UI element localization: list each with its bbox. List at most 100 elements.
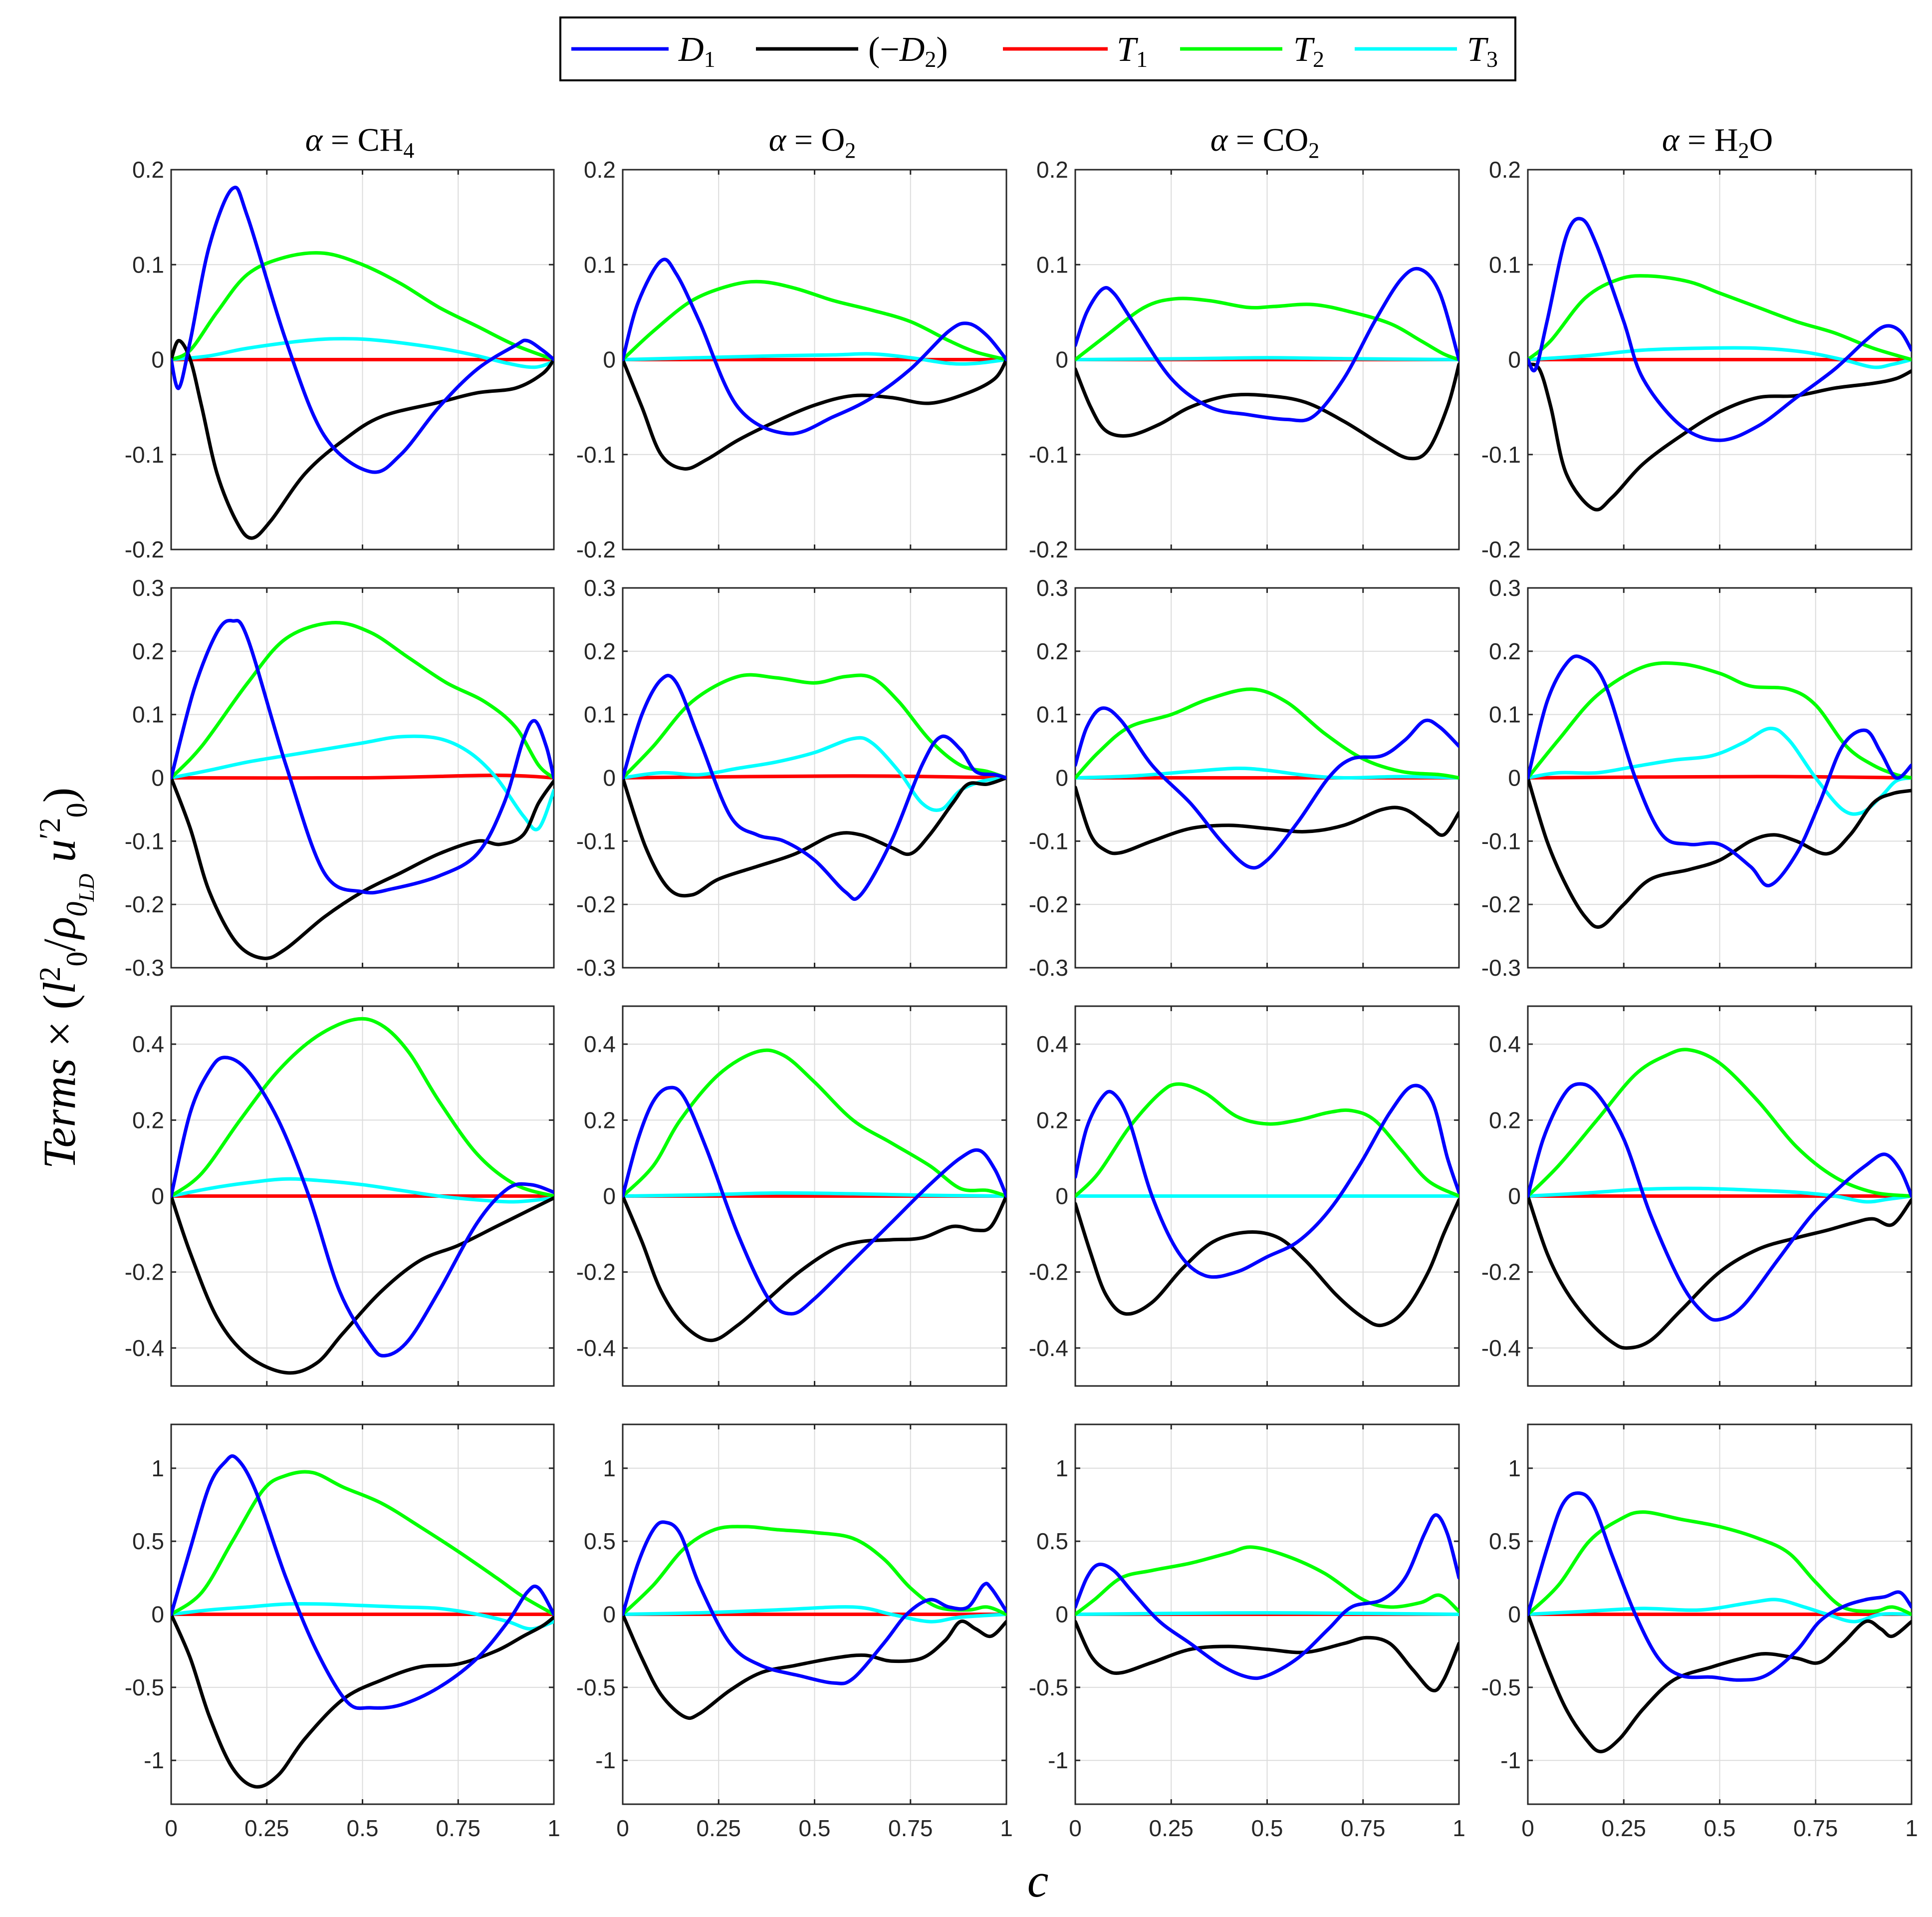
series-t3: [1528, 1598, 1912, 1624]
series-t1: [623, 774, 1006, 780]
x-tick-label: 0.75: [888, 1815, 933, 1841]
series-t2: [171, 1470, 554, 1616]
series-group: [623, 673, 1006, 901]
x-tick-label: 0: [1069, 1815, 1082, 1841]
x-tick-label: 1: [1905, 1815, 1918, 1841]
y-tick-label: -0.2: [1481, 537, 1521, 562]
x-tick-label: 0: [165, 1815, 178, 1841]
x-tick-label: 1: [1000, 1815, 1013, 1841]
panel-r2-c3: 0.3 0.2 0.1 0 -0.1 -0.2 -0.3: [1029, 575, 1460, 981]
x-axis-label: c: [1027, 1854, 1049, 1907]
y-tick-label: -0.1: [1481, 828, 1521, 854]
series-t3: [1528, 346, 1912, 369]
series-t2: [1075, 296, 1459, 361]
x-tick-label: 0: [616, 1815, 629, 1841]
y-tick-label: -1: [144, 1747, 164, 1773]
y-tick-label: 0.1: [1036, 702, 1068, 728]
y-tick-label: 0: [603, 1602, 616, 1628]
y-tick-label: -1: [1048, 1747, 1068, 1773]
y-tick-label: -0.4: [1029, 1335, 1068, 1361]
panel-r1-c3: 0.2 0.1 0 -0.1 -0.2: [1029, 157, 1460, 562]
y-tick-label: -0.2: [125, 1259, 164, 1285]
y-tick-label: -0.3: [1481, 955, 1521, 981]
col-title-h2o: α = H2O: [1662, 122, 1773, 163]
series-d1: [1528, 1491, 1912, 1682]
y-tick-label: -0.1: [576, 442, 616, 468]
y-tick-label: 0.2: [1489, 1107, 1521, 1133]
y-tick-label: 0.1: [1036, 252, 1068, 277]
y-tick-label: -0.2: [125, 537, 164, 562]
series-group: [623, 1520, 1006, 1720]
x-tick-label: 0.5: [799, 1815, 831, 1841]
series-d2: [623, 358, 1006, 471]
y-tick-label: 0: [151, 347, 164, 373]
series-d2: [1075, 1198, 1459, 1328]
series-t2: [1528, 661, 1912, 780]
series-d2: [1528, 362, 1912, 512]
series-d2: [1528, 1613, 1912, 1754]
y-tick-label: 0.1: [132, 252, 164, 277]
y-tick-label: 0.5: [584, 1528, 616, 1554]
series-d1: [1075, 267, 1459, 423]
y-tick-label: 0: [1508, 347, 1521, 373]
series-group: [171, 1454, 554, 1789]
y-tick-label: 0.5: [1036, 1528, 1068, 1554]
series-d2: [1075, 786, 1459, 855]
y-tick-label: -1: [595, 1747, 616, 1773]
y-tick-label: 0.5: [132, 1528, 164, 1554]
y-tick-label: 0: [151, 1183, 164, 1209]
series-t2: [1528, 1510, 1912, 1616]
y-tick-label: -1: [1500, 1747, 1521, 1773]
series-group: [1528, 654, 1912, 929]
y-axis-label: Terms × (l20/ρ0LD u′20): [33, 788, 99, 1169]
y-tick-label: -0.2: [576, 891, 616, 917]
y-tick-label: 0.2: [584, 638, 616, 664]
series-t2: [1528, 1048, 1912, 1198]
panel-r4-c3: 1 0.5 0 -0.5 -1 0 0.25 0.5 0.75 1: [1029, 1423, 1465, 1841]
y-tick-label: 0.2: [1489, 638, 1521, 664]
y-tick-label: 1: [603, 1455, 616, 1481]
series-d2: [1075, 362, 1459, 461]
y-tick-label: -0.2: [1029, 537, 1068, 562]
series-d1: [623, 1086, 1006, 1316]
y-tick-label: -0.3: [1029, 955, 1068, 981]
legend: D1 (−D2) T1 T2 T3: [559, 16, 1516, 81]
y-tick-label: -0.1: [1029, 828, 1068, 854]
y-tick-label: 0.3: [584, 575, 616, 601]
series-t3: [171, 734, 554, 831]
y-tick-label: 0.5: [1489, 1528, 1521, 1554]
series-d2: [1528, 776, 1912, 929]
series-t1: [171, 773, 554, 780]
x-tick-label: 0.75: [1341, 1815, 1386, 1841]
series-t3: [623, 1605, 1006, 1624]
y-tick-label: -0.1: [125, 442, 164, 468]
series-d1: [623, 674, 1006, 901]
y-tick-label: -0.5: [1029, 1674, 1068, 1700]
series-t2: [623, 1048, 1006, 1198]
y-tick-label: 0.2: [584, 157, 616, 183]
series-d2: [171, 776, 554, 960]
series-group: [171, 618, 554, 960]
x-tick-label: 0.25: [696, 1815, 741, 1841]
legend-label-d2: (−D2): [868, 30, 948, 72]
y-tick-label: 0.2: [1036, 1107, 1068, 1133]
y-tick-label: -0.2: [125, 891, 164, 917]
legend-label-t1: T1: [1117, 30, 1148, 72]
y-tick-label: 0.1: [132, 702, 164, 728]
series-group: [1075, 687, 1459, 870]
y-tick-label: 0.3: [1036, 575, 1068, 601]
series-t2: [623, 279, 1006, 361]
series-d1: [623, 258, 1006, 436]
y-tick-label: 0: [151, 765, 164, 791]
panel-r3-c4: 0.4 0.2 0 -0.2 -0.4: [1481, 1005, 1913, 1387]
panel-r4-c4: 1 0.5 0 -0.5 -1 0 0.25 0.5 0.75 1: [1481, 1423, 1918, 1841]
panel-r3-c2: 0.4 0.2 0 -0.2 -0.4: [576, 1005, 1007, 1387]
series-t2: [171, 251, 554, 361]
y-tick-label: -0.1: [576, 828, 616, 854]
y-tick-label: 0.4: [132, 1031, 164, 1057]
series-d1: [1075, 1084, 1459, 1279]
series-d1: [171, 1056, 554, 1358]
series-d2: [171, 1194, 554, 1375]
x-tick-label: 0.75: [1793, 1815, 1838, 1841]
series-d1: [171, 186, 554, 474]
